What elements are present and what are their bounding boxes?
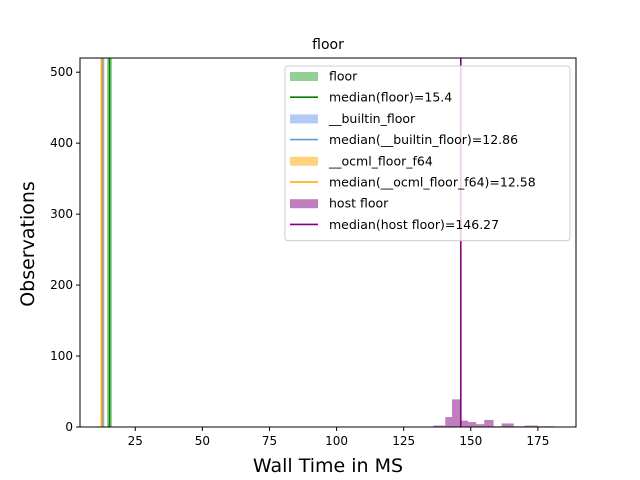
plot-area <box>79 57 577 428</box>
legend: floor median(floor)=15.4 __builtin_floorme… <box>284 65 571 242</box>
plot-frame <box>79 57 577 428</box>
x-tick-label: 75 <box>262 434 277 448</box>
hist-bar <box>452 399 461 427</box>
y-axis-label: Observations <box>17 181 39 307</box>
legend-label: floor <box>329 69 358 84</box>
legend-label: __ocml_floor_f64 <box>328 153 433 168</box>
legend-label: __builtin_floor <box>328 111 416 126</box>
x-tick-label: 150 <box>459 434 482 448</box>
hist-bar <box>501 423 514 427</box>
x-tick-label: 50 <box>195 434 210 448</box>
x-tick-label: 25 <box>128 434 143 448</box>
legend-swatch <box>290 156 318 166</box>
legend-swatch <box>290 114 318 124</box>
hist-bar <box>460 420 469 427</box>
y-tick-label: 0 <box>65 420 73 434</box>
legend-box <box>284 65 571 242</box>
legend-swatch <box>290 72 318 81</box>
x-tick-label: 100 <box>325 434 348 448</box>
legend-label: median(__ocml_floor_f64)=12.58 <box>329 175 536 190</box>
x-tick-label: 175 <box>526 434 549 448</box>
hist-bar <box>524 425 538 427</box>
legend-label: median(__builtin_floor)=12.86 <box>329 132 518 147</box>
y-tick-label: 200 <box>50 278 73 292</box>
hist-bar <box>445 417 452 427</box>
hist-bar <box>468 422 477 427</box>
y-tick-label: 500 <box>50 65 73 79</box>
y-tick-label: 300 <box>50 207 73 221</box>
y-axis: 0 100 200 300 400 500 <box>50 65 80 434</box>
y-tick-label: 400 <box>50 136 73 150</box>
hist-bar <box>484 419 494 427</box>
x-axis-label: Wall Time in MS <box>253 455 403 477</box>
chart-title: floor <box>312 37 344 53</box>
hist-bar <box>433 425 446 427</box>
y-tick-label: 100 <box>50 349 73 363</box>
hist-bar <box>476 424 485 427</box>
legend-label: median(floor)=15.4 <box>329 90 452 105</box>
legend-label: median(host floor)=146.27 <box>329 217 499 232</box>
x-tick-label: 125 <box>392 434 415 448</box>
legend-swatch <box>290 199 318 209</box>
legend-label: host floor <box>329 196 389 211</box>
x-axis: 25 50 75 100 125 150 175 <box>128 427 549 448</box>
